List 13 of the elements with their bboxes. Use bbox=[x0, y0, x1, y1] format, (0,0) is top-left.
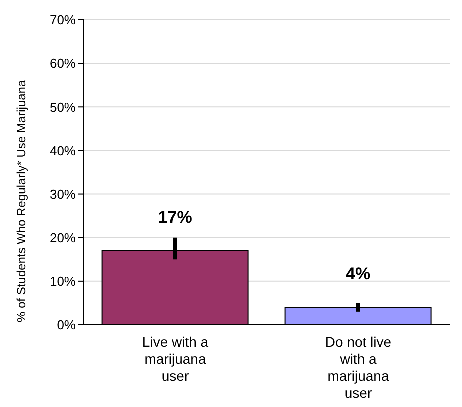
y-tick-label: 0% bbox=[57, 318, 76, 333]
y-tick-label: 40% bbox=[50, 143, 76, 158]
y-tick-label: 20% bbox=[50, 230, 76, 246]
y-tick-label: 10% bbox=[50, 274, 76, 290]
y-tick-label: 70% bbox=[50, 12, 76, 28]
data-label: 17% bbox=[158, 208, 192, 227]
y-axis-title: % of Students Who Regularly* Use Marijuana bbox=[14, 80, 28, 322]
x-tick-label: Live with a marijuana user bbox=[142, 334, 209, 384]
x-tick-label: Do not live with a marijuana user bbox=[325, 334, 392, 401]
y-tick-label: 30% bbox=[50, 186, 76, 202]
data-label: 4% bbox=[346, 264, 371, 284]
y-tick-label: 60% bbox=[50, 56, 76, 72]
y-tick-label: 50% bbox=[50, 100, 76, 115]
